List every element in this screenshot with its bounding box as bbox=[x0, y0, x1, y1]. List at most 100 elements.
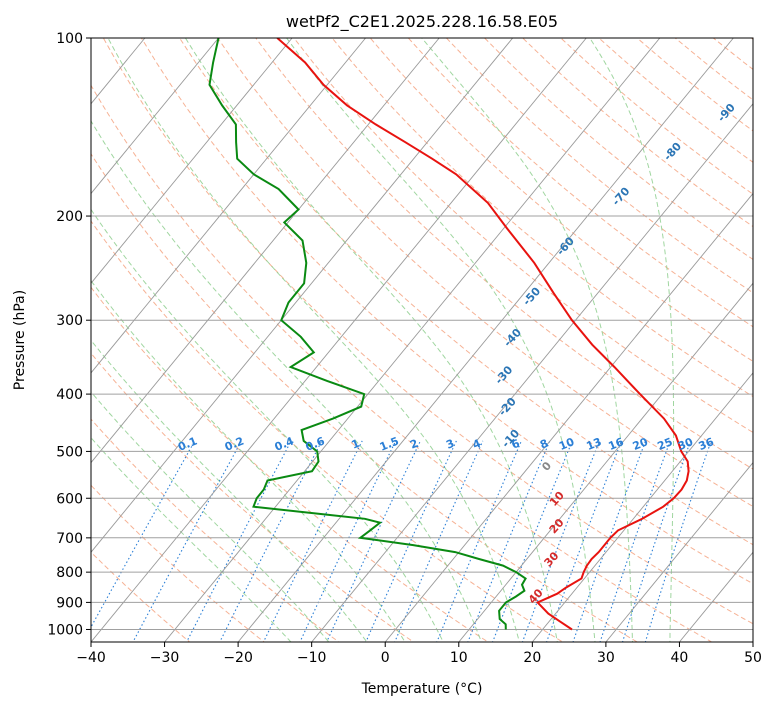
moist-adiabat-line bbox=[589, 38, 675, 642]
dry-adiabat-line bbox=[91, 484, 266, 642]
mixing-ratio-label: 13 bbox=[584, 435, 603, 453]
plot-frame bbox=[90, 37, 754, 643]
mixing-ratio-line bbox=[262, 440, 363, 642]
dry-adiabat-line bbox=[140, 38, 753, 585]
isotherm-line bbox=[458, 282, 753, 642]
mixing-ratio-line bbox=[572, 440, 647, 642]
x-tick-label: 50 bbox=[744, 650, 762, 666]
isotherm-line bbox=[531, 372, 753, 642]
x-tick-label: −40 bbox=[76, 650, 106, 666]
moist-adiabat-line bbox=[184, 38, 558, 642]
mixing-ratio-line bbox=[365, 440, 457, 642]
dry-adiabat-label: -30 bbox=[492, 363, 515, 387]
dry-adiabat-label: -70 bbox=[610, 184, 633, 208]
mixing-ratio-label: 25 bbox=[655, 435, 674, 453]
dewpoint-profile-line bbox=[208, 38, 527, 630]
dry-adiabat-label: 10 bbox=[547, 489, 567, 509]
y-tick-label: 500 bbox=[56, 444, 83, 460]
mixing-ratio-label: 20 bbox=[631, 435, 650, 453]
isotherm-line bbox=[384, 192, 753, 642]
inline-line-labels: -100-90-80-70-60-50-40-30-20-10010203040… bbox=[176, 68, 775, 607]
y-tick-label: 700 bbox=[56, 531, 83, 547]
x-tick-label: 20 bbox=[523, 650, 541, 666]
dry-adiabat-line bbox=[217, 38, 753, 508]
dry-adiabat-line bbox=[91, 551, 191, 642]
dry-adiabat-label: 20 bbox=[547, 516, 567, 536]
dry-adiabat-line bbox=[445, 38, 753, 294]
isotherm-line bbox=[91, 38, 514, 553]
dry-adiabat-label: -100 bbox=[759, 68, 775, 97]
mixing-ratio-line bbox=[132, 440, 242, 642]
dry-adiabat-line bbox=[91, 84, 713, 642]
isotherm-line bbox=[91, 38, 366, 374]
dry-adiabat-line bbox=[598, 38, 753, 163]
x-tick-label: 30 bbox=[597, 650, 615, 666]
isotherm-line bbox=[752, 641, 753, 642]
mixing-ratio-label: 6 bbox=[510, 437, 522, 452]
chart-title: wetPf2_C2E1.2025.228.16.58.E05 bbox=[286, 12, 558, 32]
moist-adiabat-line bbox=[421, 38, 633, 642]
y-tick-label: 300 bbox=[56, 313, 83, 329]
mixing-ratio-label: 8 bbox=[538, 437, 550, 452]
isotherm-line bbox=[237, 38, 734, 642]
y-tick-label: 400 bbox=[56, 387, 83, 403]
dry-adiabat-label: -50 bbox=[520, 284, 543, 308]
isotherm-line bbox=[91, 38, 587, 642]
moist-adiabat-line bbox=[107, 38, 520, 642]
dry-adiabat-line bbox=[369, 38, 753, 362]
mixing-ratio-line bbox=[299, 440, 397, 642]
mixing-ratio-label: 36 bbox=[697, 435, 716, 453]
mixing-ratio-line bbox=[621, 440, 692, 642]
mixing-ratio-label: 10 bbox=[557, 435, 576, 453]
grid-lines bbox=[91, 38, 753, 642]
moist-adiabat-line bbox=[91, 208, 444, 642]
dry-adiabat-line bbox=[179, 38, 753, 546]
dry-adiabat-line bbox=[755, 11, 775, 654]
y-tick-label: 900 bbox=[56, 595, 83, 611]
x-tick-label: −10 bbox=[297, 650, 327, 666]
isotherm-line bbox=[679, 551, 753, 642]
mixing-ratio-label: 2 bbox=[408, 437, 420, 452]
isotherm-line bbox=[91, 38, 293, 284]
y-axis-label: Pressure (hPa) bbox=[12, 290, 28, 390]
mixing-ratio-label: 30 bbox=[676, 435, 695, 453]
mixing-ratio-label: 16 bbox=[607, 435, 626, 453]
isotherm-line bbox=[605, 461, 753, 642]
dry-adiabat-line bbox=[560, 38, 753, 195]
temperature-profile-line bbox=[276, 38, 690, 631]
dry-adiabat-line bbox=[255, 38, 753, 470]
mixing-ratio-line bbox=[91, 440, 196, 629]
mixing-ratio-line bbox=[186, 440, 292, 642]
moist-adiabat-line bbox=[91, 339, 368, 642]
y-tick-label: 600 bbox=[56, 491, 83, 507]
moist-adiabat-line bbox=[91, 279, 406, 642]
y-tick-label: 100 bbox=[56, 31, 83, 47]
moist-adiabat-line bbox=[91, 436, 292, 642]
isotherm-line bbox=[91, 38, 219, 195]
dry-adiabat-label: -80 bbox=[661, 140, 684, 164]
dry-adiabat-label: -60 bbox=[554, 234, 577, 258]
x-tick-label: 40 bbox=[671, 650, 689, 666]
mixing-ratio-line bbox=[644, 440, 712, 642]
isotherm-line bbox=[164, 38, 661, 642]
sounding-profiles bbox=[208, 38, 690, 631]
isotherm-line bbox=[91, 38, 440, 464]
mixing-ratio-line bbox=[599, 440, 671, 642]
dry-adiabat-label: -20 bbox=[496, 395, 519, 419]
y-tick-label: 200 bbox=[56, 209, 83, 225]
moist-adiabat-line bbox=[286, 38, 596, 642]
dry-adiabat-line bbox=[91, 220, 564, 642]
dry-adiabat-label: 40 bbox=[526, 586, 546, 606]
dry-adiabat-line bbox=[91, 286, 489, 642]
y-tick-label: 800 bbox=[56, 565, 83, 581]
mixing-ratio-line bbox=[219, 440, 323, 642]
axes: −40 −30 −20 −10 0 10 20 30 40 5010020030040050060… bbox=[47, 31, 762, 666]
dry-adiabat-label: -40 bbox=[501, 326, 524, 350]
mixing-ratio-label: 3 bbox=[444, 437, 456, 452]
x-tick-label: −20 bbox=[223, 650, 253, 666]
dry-adiabat-line bbox=[91, 352, 415, 642]
dry-adiabat-label: 0 bbox=[539, 459, 554, 474]
dry-adiabat-label: -90 bbox=[715, 101, 738, 125]
dry-adiabat-label: 30 bbox=[542, 549, 562, 569]
dry-adiabat-line bbox=[102, 38, 753, 625]
